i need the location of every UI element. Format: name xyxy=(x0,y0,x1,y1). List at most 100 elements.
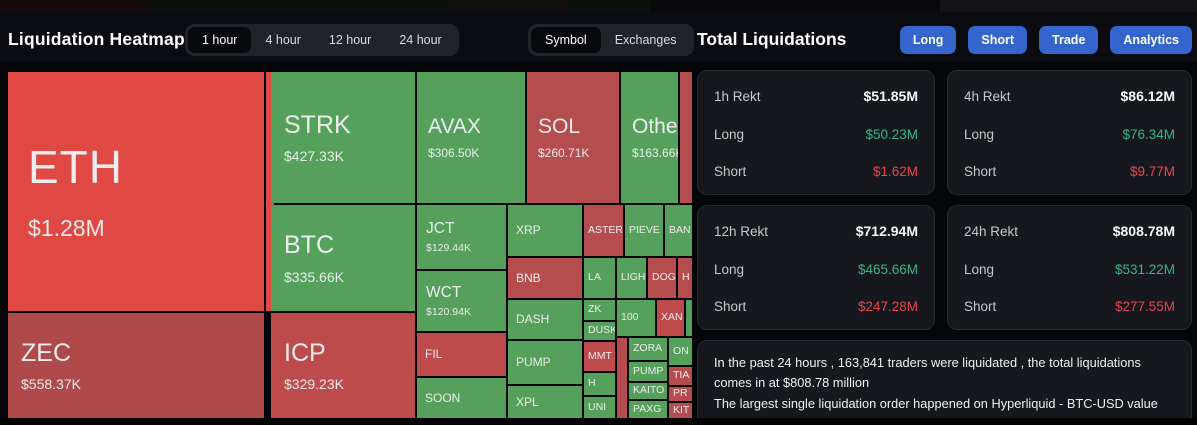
short-button[interactable]: Short xyxy=(968,26,1028,54)
view-tab-exchanges[interactable]: Exchanges xyxy=(614,33,677,47)
cell-symbol: AVAX xyxy=(428,114,481,138)
treemap-cell-sliver[interactable] xyxy=(686,300,692,336)
treemap-cell-sol[interactable]: SOL $260.71K xyxy=(527,72,619,203)
treemap-cell-xan[interactable]: XAN xyxy=(657,300,684,336)
time-tab-4-hour[interactable]: 4 hour xyxy=(265,33,301,47)
cell-symbol: STRK xyxy=(284,110,351,139)
treemap-cell-zora[interactable]: ZORA xyxy=(629,338,667,360)
long-label: Long xyxy=(714,261,745,277)
top-strip-block xyxy=(940,0,1197,12)
short-label: Short xyxy=(964,164,997,179)
cell-symbol: H xyxy=(682,271,690,284)
treemap-cell-tia[interactable]: TIA xyxy=(669,367,692,385)
cell-symbol: SOL xyxy=(538,114,581,138)
card-row: 1h Rekt $51.85M xyxy=(714,88,918,104)
treemap-cell-strk[interactable]: STRK $427.33K xyxy=(271,72,415,203)
cell-value: $163.66K xyxy=(632,146,678,161)
treemap-cell-dash[interactable]: DASH xyxy=(508,300,582,339)
cell-symbol: PIEVE xyxy=(629,223,660,236)
top-strip-block xyxy=(650,0,940,12)
treemap-cell-pr[interactable]: PR xyxy=(669,387,692,401)
cell-symbol: TIA xyxy=(673,369,690,382)
treemap-cell-kaito[interactable]: KAITO xyxy=(629,383,667,399)
card-row: Long $465.66M xyxy=(714,262,918,277)
cell-symbol: ON xyxy=(673,344,689,357)
treemap-cell-others[interactable]: Others $163.66K xyxy=(621,72,678,203)
cell-symbol: XAN xyxy=(661,311,683,324)
card-row: 24h Rekt $808.78M xyxy=(964,223,1175,239)
treemap-cell-avax[interactable]: AVAX $306.50K xyxy=(417,72,525,203)
cell-symbol: DOG xyxy=(652,271,676,284)
treemap-cell-xpl[interactable]: XPL xyxy=(508,386,582,418)
time-tab-12-hour[interactable]: 12 hour xyxy=(328,33,372,47)
treemap-cell-dog[interactable]: DOG xyxy=(648,258,676,298)
cell-symbol: BAN xyxy=(669,223,691,236)
cell-symbol: PR xyxy=(673,387,688,400)
treemap-cell-kit[interactable]: KIT xyxy=(669,403,692,418)
card-row: Long $76.34M xyxy=(964,127,1175,142)
cell-value: $427.33K xyxy=(284,148,344,165)
treemap-cell-pump[interactable]: PUMP xyxy=(508,341,582,384)
treemap-cell-zec[interactable]: ZEC $558.37K xyxy=(8,313,264,418)
short-value: $247.28M xyxy=(857,299,918,314)
treemap-cell-paxg[interactable]: PAXG xyxy=(629,401,667,418)
cell-symbol: WCT xyxy=(426,283,462,301)
action-buttons: Long Short Trade Analytics xyxy=(899,26,1192,54)
treemap-cell-jct[interactable]: JCT $129.44K xyxy=(417,205,506,269)
time-tab-1-hour[interactable]: 1 hour xyxy=(188,27,252,53)
treemap-cell-fil[interactable]: FIL xyxy=(417,333,506,376)
rekt-card-24h-rekt: 24h Rekt $808.78M Long $531.22M Short $277.55… xyxy=(947,205,1192,330)
treemap-cell-la[interactable]: LA xyxy=(584,258,615,298)
treemap-cell-eth[interactable]: ETH $1.28M xyxy=(8,72,264,311)
rekt-card-1h-rekt: 1h Rekt $51.85M Long $50.23M Short $1.62M xyxy=(697,70,935,195)
total-value: $86.12M xyxy=(1120,88,1175,104)
treemap-cell-sliver[interactable] xyxy=(680,72,692,203)
cell-symbol: BTC xyxy=(284,231,334,260)
page-title: Liquidation Heatmap xyxy=(8,29,185,49)
treemap-cell-h[interactable]: H xyxy=(584,373,615,395)
long-label: Long xyxy=(964,261,995,277)
long-value: $76.34M xyxy=(1122,126,1175,142)
trade-button[interactable]: Trade xyxy=(1039,26,1099,54)
treemap-cell-ligh[interactable]: LIGH xyxy=(617,258,646,298)
long-button[interactable]: Long xyxy=(899,26,957,54)
treemap-cell-soon[interactable]: SOON xyxy=(417,378,506,418)
cell-symbol: ASTER xyxy=(588,223,623,236)
top-strip-remnant xyxy=(0,0,1197,12)
treemap-cell-pump[interactable]: PUMP xyxy=(629,362,667,381)
treemap-cell-h[interactable]: H xyxy=(678,258,692,298)
long-label: Long xyxy=(964,126,995,142)
treemap-cell-uni[interactable]: UNI xyxy=(584,397,615,418)
cell-symbol: FIL xyxy=(425,347,443,362)
cell-symbol: PUMP xyxy=(516,355,551,370)
treemap-cell-mmt[interactable]: MMT xyxy=(584,342,615,371)
cell-symbol: MMT xyxy=(588,349,612,362)
card-row: 12h Rekt $712.94M xyxy=(714,223,918,239)
view-tab-symbol[interactable]: Symbol xyxy=(531,27,601,53)
long-value: $50.23M xyxy=(865,126,918,142)
treemap-cell-btc[interactable]: BTC $335.66K xyxy=(271,205,415,311)
treemap-cell-pieve[interactable]: PIEVE xyxy=(625,205,663,256)
top-strip-block xyxy=(570,0,650,12)
treemap-cell-aster[interactable]: ASTER xyxy=(584,205,623,256)
cell-symbol: JCT xyxy=(426,219,455,237)
cell-symbol: KIT xyxy=(673,403,690,416)
treemap-cell-sliver[interactable] xyxy=(266,72,274,311)
view-mode-tabs: Symbol Exchanges xyxy=(528,24,694,56)
treemap-cell-on[interactable]: ON xyxy=(669,338,692,365)
cell-value: $558.37K xyxy=(21,376,81,393)
treemap-cell-zk[interactable]: ZK xyxy=(584,300,615,320)
treemap-cell-100[interactable]: 100 xyxy=(617,300,655,336)
treemap-cell-icp[interactable]: ICP $329.23K xyxy=(271,313,415,418)
treemap-cell-wct[interactable]: WCT $120.94K xyxy=(417,271,506,331)
treemap-cell-dusk[interactable]: DUSK xyxy=(584,322,615,340)
rekt-card-4h-rekt: 4h Rekt $86.12M Long $76.34M Short $9.77M xyxy=(947,70,1192,195)
treemap-cell-xrp[interactable]: XRP xyxy=(508,205,582,256)
treemap-cell-ban[interactable]: BAN xyxy=(665,205,692,256)
treemap-cell-bnb[interactable]: BNB xyxy=(508,258,582,298)
period-label: 4h Rekt xyxy=(964,88,1011,104)
cell-symbol: LIGH xyxy=(621,271,646,284)
time-tab-24-hour[interactable]: 24 hour xyxy=(399,33,442,47)
treemap-cell-sliver[interactable] xyxy=(617,338,627,418)
analytics-button[interactable]: Analytics xyxy=(1110,26,1192,54)
